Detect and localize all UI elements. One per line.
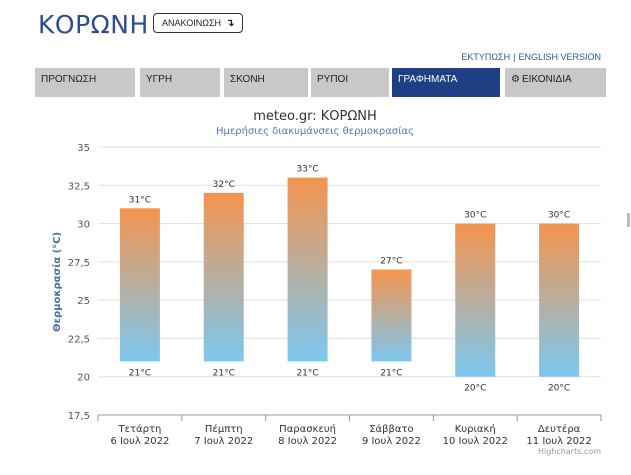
link-separator: | xyxy=(513,52,516,62)
max-temp-label: 31°C xyxy=(129,195,151,205)
arrow-down-icon: ↴ xyxy=(226,17,235,29)
chart-title: meteo.gr: ΚΟΡΩΝΗ xyxy=(253,109,377,124)
x-tick-date: 8 Ιουλ 2022 xyxy=(278,436,337,447)
x-tick-date: 10 Ιουλ 2022 xyxy=(443,436,508,447)
y-axis-label: Θερμοκρασία (°C) xyxy=(51,232,63,332)
x-tick-day: Πέμπτη xyxy=(205,423,243,435)
temperature-bar[interactable] xyxy=(371,269,412,362)
tab-bar: ΠΡΟΓΝΩΣΗ ΥΓΡΗ ΣΚΟΝΗ ΡΥΠΟΙ ΓΡΑΦΗΜΑΤΑ ⚙ ΕΙΚ… xyxy=(35,68,606,97)
max-temp-label: 30°C xyxy=(548,211,570,221)
announcement-button[interactable]: ΑΝΑΚΟΙΝΩΣΗ ↴ xyxy=(153,13,244,33)
x-tick-day: Σάββατο xyxy=(369,423,413,435)
tab-label: ΕΙΚΟΝΙΔΙΑ xyxy=(521,74,572,85)
min-temp-label: 20°C xyxy=(548,384,570,394)
x-tick-day: Κυριακή xyxy=(455,423,496,435)
tab-label: ΡΥΠΟΙ xyxy=(317,74,349,85)
tab-label: ΣΚΟΝΗ xyxy=(230,74,265,85)
min-temp-label: 21°C xyxy=(129,368,151,378)
tab-dust[interactable]: ΣΚΟΝΗ xyxy=(224,68,308,97)
tab-label: ΥΓΡΗ xyxy=(146,74,173,85)
x-tick-date: 6 Ιουλ 2022 xyxy=(110,436,169,447)
tab-forecast[interactable]: ΠΡΟΓΝΩΣΗ xyxy=(35,68,135,97)
gear-icon: ⚙ xyxy=(511,74,520,85)
scrollbar-thumb[interactable] xyxy=(627,213,630,227)
y-tick-label: 17,5 xyxy=(68,411,90,422)
page-title: ΚΟΡΩΝΗ xyxy=(38,10,149,39)
y-tick-label: 25 xyxy=(77,296,90,307)
tab-pollutants[interactable]: ΡΥΠΟΙ xyxy=(311,68,389,97)
x-tick-date: 11 Ιουλ 2022 xyxy=(526,436,591,447)
temperature-bar[interactable] xyxy=(287,177,328,362)
x-tick-day: Τετάρτη xyxy=(117,423,161,435)
tab-icons[interactable]: ⚙ ΕΙΚΟΝΙΔΙΑ xyxy=(505,68,606,97)
min-temp-label: 21°C xyxy=(296,368,318,378)
max-temp-label: 27°C xyxy=(380,257,402,267)
tab-humidity[interactable]: ΥΓΡΗ xyxy=(140,68,220,97)
min-temp-label: 21°C xyxy=(380,368,402,378)
chart-credit[interactable]: Highcharts.com xyxy=(538,447,601,456)
top-links: ΕΚΤΥΠΩΣΗ | ENGLISH VERSION xyxy=(461,52,601,62)
y-tick-label: 35 xyxy=(77,143,90,154)
temperature-bar[interactable] xyxy=(203,192,244,362)
announcement-label: ΑΝΑΚΟΙΝΩΣΗ xyxy=(162,18,222,28)
chart-subtitle: Ημερήσιες διακυμάνσεις θερμοκρασίας xyxy=(216,125,414,137)
x-tick-date: 9 Ιουλ 2022 xyxy=(362,436,421,447)
x-tick-date: 7 Ιουλ 2022 xyxy=(194,436,253,447)
y-tick-label: 30 xyxy=(77,220,90,231)
temperature-bar[interactable] xyxy=(539,223,580,377)
max-temp-label: 32°C xyxy=(213,180,235,190)
y-tick-label: 32,5 xyxy=(68,181,90,192)
chart-svg: meteo.gr: ΚΟΡΩΝΗ Ημερήσιες διακυμάνσεις … xyxy=(51,109,602,456)
english-version-link[interactable]: ENGLISH VERSION xyxy=(518,52,601,62)
max-temp-label: 33°C xyxy=(296,165,318,175)
temperature-bar[interactable] xyxy=(119,208,160,362)
print-link[interactable]: ΕΚΤΥΠΩΣΗ xyxy=(461,52,511,62)
x-tick-day: Δευτέρα xyxy=(538,423,581,435)
temperature-bar[interactable] xyxy=(455,223,496,377)
temperature-chart: meteo.gr: ΚΟΡΩΝΗ Ημερήσιες διακυμάνσεις … xyxy=(0,100,631,471)
tab-graphs[interactable]: ΓΡΑΦΗΜΑΤΑ xyxy=(392,68,500,97)
y-tick-label: 27,5 xyxy=(68,258,90,269)
max-temp-label: 30°C xyxy=(464,211,486,221)
min-temp-label: 20°C xyxy=(464,384,486,394)
tab-label: ΓΡΑΦΗΜΑΤΑ xyxy=(398,74,458,85)
x-tick-day: Παρασκευή xyxy=(279,423,336,435)
min-temp-label: 21°C xyxy=(213,368,235,378)
y-tick-label: 22,5 xyxy=(68,334,90,345)
y-tick-label: 20 xyxy=(77,373,90,384)
tab-label: ΠΡΟΓΝΩΣΗ xyxy=(41,74,97,85)
